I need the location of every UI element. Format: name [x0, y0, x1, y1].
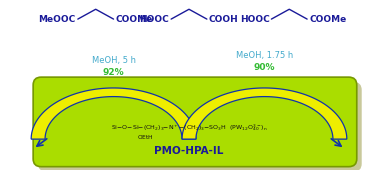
Text: $\mathrm{Si{-}O{-}Si{-}(CH_2)_3{-}N^+{-}(CH_2)_3{-}SO_3H\ \ (PW_{12}O_{40}^{3-}): $\mathrm{Si{-}O{-}Si{-}(CH_2)_3{-}N^+{-}… [111, 122, 267, 133]
FancyBboxPatch shape [38, 82, 362, 171]
Text: HOOC: HOOC [139, 15, 169, 24]
Text: 90%: 90% [254, 63, 275, 72]
Text: COOMe: COOMe [309, 15, 346, 24]
Text: PMO-HPA-IL: PMO-HPA-IL [154, 146, 224, 156]
Text: MeOH, 1.75 h: MeOH, 1.75 h [236, 51, 293, 60]
Text: 92%: 92% [103, 68, 124, 77]
Text: $\mathrm{OEtH}$: $\mathrm{OEtH}$ [137, 133, 153, 141]
Text: HOOC: HOOC [240, 15, 270, 24]
Text: MeOH, 5 h: MeOH, 5 h [91, 56, 136, 65]
FancyBboxPatch shape [33, 77, 357, 167]
Text: COOMe: COOMe [116, 15, 153, 24]
Polygon shape [31, 88, 196, 139]
Polygon shape [182, 88, 347, 139]
Text: MeOOC: MeOOC [39, 15, 76, 24]
Text: COOH: COOH [209, 15, 239, 24]
